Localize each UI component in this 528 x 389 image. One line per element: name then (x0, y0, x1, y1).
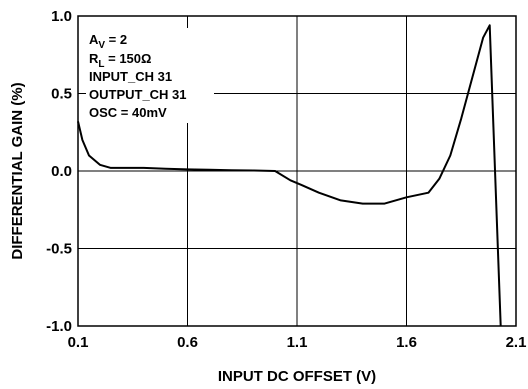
annotation-av-sub: V (98, 40, 105, 51)
annotation-output: OUTPUT_CH 31 (89, 87, 187, 102)
annotation-rl-main: R (89, 51, 99, 66)
x-tick-label: 2.1 (506, 334, 527, 351)
annotation-osc: OSC = 40mV (89, 105, 167, 120)
annotation-input: INPUT_CH 31 (89, 69, 172, 84)
annotation-av: AV = 2 (89, 32, 127, 51)
y-axis-title: DIFFERENTIAL GAIN (%) (9, 82, 26, 259)
grid-lines (78, 16, 516, 326)
annotation-backdrop (86, 28, 214, 123)
annotation-av-rest: = 2 (105, 32, 127, 47)
x-tick-label: 0.6 (177, 334, 198, 351)
y-tick-label: 1.0 (51, 8, 72, 25)
y-tick-label: 0.0 (51, 163, 72, 180)
annotation-block: AV = 2 RL = 150Ω INPUT_CH 31 OUTPUT_CH 3… (89, 32, 187, 120)
annotation-rl-rest: = 150Ω (105, 51, 152, 66)
annotation-rl-sub: L (98, 59, 104, 70)
differential-gain-line (77, 24, 502, 327)
y-tick-label: -1.0 (46, 318, 72, 335)
annotation-rl: RL = 150Ω (89, 51, 151, 70)
series-layer (77, 24, 502, 327)
y-tick-label: 0.5 (51, 86, 72, 103)
annotation-av-main: A (89, 32, 99, 47)
x-axis-title: INPUT DC OFFSET (V) (218, 368, 376, 385)
tick-labels: 0.1 0.6 1.1 1.6 2.1 1.0 0.5 0.0 -0.5 -1.0 (46, 8, 526, 351)
y-tick-label: -0.5 (46, 241, 72, 258)
plot-frame (77, 15, 517, 327)
x-tick-label: 1.6 (396, 334, 417, 351)
x-tick-label: 1.1 (287, 334, 308, 351)
x-tick-label: 0.1 (68, 334, 89, 351)
